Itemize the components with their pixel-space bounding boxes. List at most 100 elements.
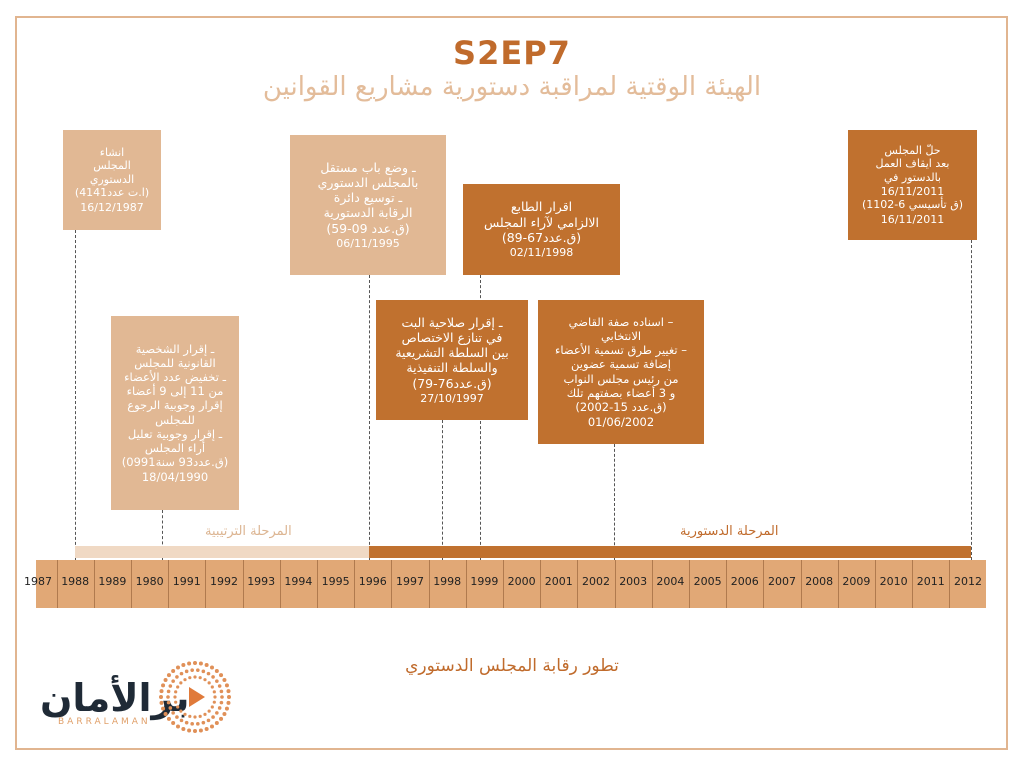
logo-dot — [210, 685, 214, 689]
logo-dot — [219, 673, 224, 678]
event-line: والسلطة التنفيذية — [406, 360, 498, 376]
logo-dot — [201, 720, 206, 725]
logo-dot — [198, 661, 203, 666]
event-line: الالزامي لآراء المجلس — [484, 214, 600, 230]
event-line: حلّ المجلس — [884, 143, 941, 157]
year-label: 1989 — [98, 575, 127, 588]
event-line: بعد ايقاف العمل — [875, 157, 950, 171]
event-line: الانتخابي — [600, 329, 642, 344]
event-date: 16/11/2011 — [880, 212, 945, 226]
year-tick — [912, 560, 914, 608]
event-line: ـ إقرار وجوبية تعليل — [127, 426, 223, 441]
year-label: 2007 — [768, 575, 796, 588]
year-tick — [651, 560, 653, 608]
logo-dot — [163, 712, 168, 716]
logo-dot — [224, 706, 229, 711]
event-box-1995: ـ وضع باب مستقل بالمجلس الدستوري ـ توسيع… — [290, 135, 446, 275]
logo-dot — [204, 663, 209, 668]
event-line: ـ إقرار صلاحية البت — [401, 314, 503, 330]
event-line: ـ تخفيض عدد الأعضاء — [124, 370, 226, 385]
logo-dot — [215, 711, 219, 715]
logo-dot — [166, 700, 171, 705]
logo-dot — [161, 683, 166, 688]
event-date: 02/11/1998 — [509, 246, 574, 260]
event-line: (ا.ت عدد4141) — [74, 186, 150, 200]
timeline-caption: تطور رقابة المجلس الدستوري — [405, 656, 619, 676]
year-label: 2008 — [805, 575, 834, 588]
event-box-1998: اقرار الطابع الالزامي لآراء المجلس (ق.عد… — [463, 184, 620, 275]
logo-dot — [215, 679, 219, 683]
logo-dot — [220, 695, 224, 699]
logo-dot — [179, 671, 184, 676]
event-line: ـ إقرار الشخصية — [135, 342, 215, 357]
event-box-1987: انشاء المجلس الدستوري (ا.ت عدد4141) 16/1… — [63, 130, 161, 230]
year-label: 2004 — [656, 575, 685, 588]
logo-dot — [173, 695, 177, 699]
event-line: – اسناده صفة القاضي — [568, 315, 674, 330]
logo-dot — [188, 676, 192, 680]
logo-dot — [204, 726, 209, 731]
logo-dot — [213, 695, 217, 699]
logo-dot — [222, 712, 227, 716]
event-date: 27/10/1997 — [420, 391, 484, 405]
event-date: 18/04/1990 — [141, 469, 209, 484]
connector-2011 — [971, 240, 972, 560]
year-tick — [56, 560, 58, 608]
logo-play-icon — [159, 661, 231, 733]
year-tick — [763, 560, 765, 608]
year-tick — [540, 560, 542, 608]
timeline-axis — [36, 560, 986, 608]
logo-dot — [193, 675, 197, 679]
phase-preparatory-label: المرحلة الترتيبية — [205, 524, 292, 539]
year-tick — [875, 560, 876, 608]
logo-dot — [184, 720, 189, 725]
logo-dot — [219, 700, 224, 705]
logo-dot — [198, 728, 203, 733]
event-line: (ق.عدد 15-2002) — [575, 399, 667, 414]
logo-dot — [183, 678, 187, 682]
year-label: 1996 — [358, 575, 387, 588]
event-line: إقرار وجوبية الرجوع — [127, 398, 223, 413]
year-tick — [205, 560, 207, 608]
event-line: بين السلطة التشريعية — [395, 345, 509, 361]
year-label: 1992 — [210, 575, 238, 588]
logo-dot — [184, 669, 189, 674]
connector-1995 — [369, 275, 370, 560]
logo-dot — [166, 689, 171, 694]
logo-dot — [175, 675, 179, 679]
year-tick — [242, 560, 244, 608]
year-tick — [577, 560, 579, 608]
event-line: ـ توسيع دائرة — [333, 190, 403, 206]
year-label: 1980 — [135, 575, 164, 588]
year-tick — [168, 560, 170, 608]
logo-dot — [226, 700, 231, 705]
logo-dot — [207, 681, 211, 685]
event-box-1997: ـ إقرار صلاحية البت في تنازع الاختصاص بي… — [376, 300, 528, 420]
event-line: الدستوري — [89, 172, 135, 186]
logo-dot — [187, 728, 192, 733]
event-line: ـ وضع باب مستقل — [320, 159, 416, 175]
logo-dot — [193, 661, 197, 665]
event-line: (ق.عدد 09-59) — [326, 220, 410, 236]
year-tick — [465, 560, 467, 608]
event-line: (ق.عدد67-89) — [501, 229, 582, 245]
logo-dot — [212, 690, 216, 694]
logo-dot — [163, 678, 168, 682]
logo-dot — [175, 715, 179, 719]
year-label: 1991 — [172, 575, 201, 588]
logo-dot — [176, 705, 180, 709]
year-label: 1987 — [24, 575, 52, 588]
logo-dot — [159, 689, 164, 694]
event-box-2011: حلّ المجلس بعد ايقاف العمل بالدستور في 1… — [848, 130, 977, 240]
logo-dot — [206, 718, 211, 723]
year-label: 2009 — [842, 575, 871, 588]
logo-dot — [210, 665, 214, 670]
year-tick — [949, 560, 951, 608]
event-line: الرقابة الدستورية — [323, 205, 413, 221]
logo-dot — [219, 716, 224, 721]
connector-1997 — [442, 420, 443, 560]
logo-dot — [181, 663, 186, 668]
logo-dot — [201, 669, 206, 674]
logo-dot — [193, 715, 197, 719]
event-line: و 3 أعضاء بصفتهم تلك — [566, 385, 676, 400]
